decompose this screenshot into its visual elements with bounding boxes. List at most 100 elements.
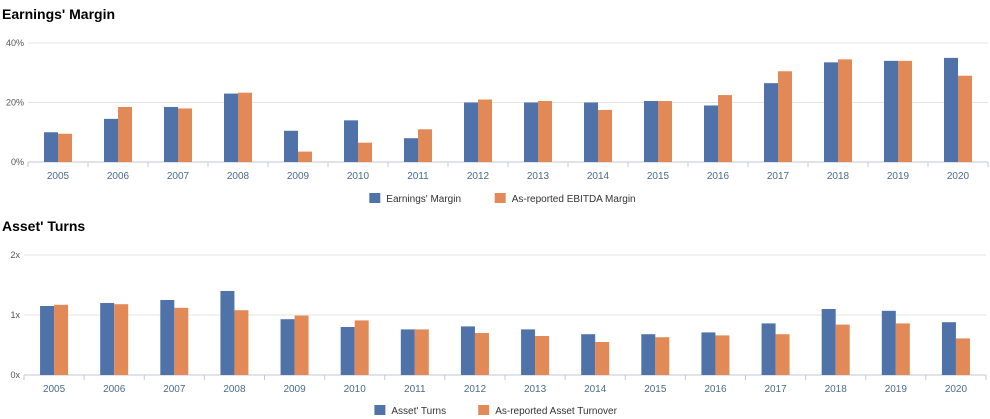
bar-series-2 xyxy=(54,304,69,375)
x-tick-label: 2013 xyxy=(527,171,550,182)
bar-series-1 xyxy=(44,132,58,162)
bar-series-1 xyxy=(464,102,478,162)
bar-series-1 xyxy=(400,329,415,375)
bar-series-1 xyxy=(821,309,836,375)
bar-series-2 xyxy=(598,109,612,162)
bar-series-2 xyxy=(174,307,189,375)
bar-series-1 xyxy=(584,102,598,162)
x-tick-label: 2019 xyxy=(887,171,910,182)
bar-series-1 xyxy=(941,322,956,375)
x-tick-label: 2008 xyxy=(227,171,250,182)
bar-series-2 xyxy=(778,71,792,162)
bar-series-1 xyxy=(524,102,538,162)
bar-series-1 xyxy=(881,310,896,375)
bar-series-1 xyxy=(104,118,118,162)
bar-series-2 xyxy=(474,333,489,375)
bar-series-1 xyxy=(764,83,778,162)
x-tick-label: 2020 xyxy=(947,171,970,182)
bar-series-1 xyxy=(581,334,596,375)
bar-series-2 xyxy=(414,329,429,375)
y-tick-label: 40% xyxy=(6,38,24,48)
x-tick-label: 2009 xyxy=(287,171,310,182)
legend-label: Asset' Turns xyxy=(391,406,446,417)
bar-series-2 xyxy=(294,315,309,375)
legend-swatch xyxy=(369,193,381,203)
bar-series-2 xyxy=(354,320,369,375)
x-tick-label: 2006 xyxy=(103,384,126,395)
bar-series-2 xyxy=(895,323,910,375)
bar-series-2 xyxy=(955,338,970,375)
x-tick-label: 2013 xyxy=(524,384,547,395)
x-tick-label: 2020 xyxy=(945,384,968,395)
bar-series-1 xyxy=(641,334,656,375)
x-tick-label: 2014 xyxy=(587,171,610,182)
x-tick-label: 2016 xyxy=(707,171,730,182)
bar-series-2 xyxy=(718,95,732,162)
bar-series-2 xyxy=(178,108,192,162)
x-tick-label: 2009 xyxy=(283,384,306,395)
bar-series-1 xyxy=(701,332,716,375)
bar-series-2 xyxy=(715,335,730,375)
y-tick-label: 20% xyxy=(6,98,24,108)
x-tick-label: 2010 xyxy=(347,171,370,182)
bar-series-1 xyxy=(944,57,958,162)
bar-series-1 xyxy=(824,62,838,162)
bar-series-2 xyxy=(655,337,670,375)
bar-series-2 xyxy=(538,101,552,162)
bar-series-2 xyxy=(114,304,129,375)
asset-turns-chart-title: Asset' Turns xyxy=(2,218,86,234)
bar-series-1 xyxy=(404,138,418,162)
x-tick-label: 2015 xyxy=(647,171,670,182)
bar-series-1 xyxy=(521,329,536,375)
x-tick-label: 2006 xyxy=(107,171,130,182)
bar-series-2 xyxy=(658,101,672,162)
asset-turns-chart: 0x 1x 2x 2005 2006 2007 2008 2009 2010 2011 2012 20… xyxy=(10,250,987,417)
bar-series-1 xyxy=(644,101,658,162)
x-tick-label: 2012 xyxy=(464,384,487,395)
x-tick-label: 2007 xyxy=(163,384,186,395)
bar-series-2 xyxy=(58,133,72,162)
bar-series-2 xyxy=(118,106,132,162)
bar-series-2 xyxy=(595,342,610,375)
bar-series-2 xyxy=(835,324,850,375)
bar-series-2 xyxy=(298,151,312,162)
bar-series-1 xyxy=(884,60,898,162)
bar-series-1 xyxy=(160,300,175,375)
x-tick-label: 2010 xyxy=(344,384,367,395)
legend-label: As-reported EBITDA Margin xyxy=(512,194,636,205)
y-tick-label: 0% xyxy=(11,157,24,167)
bar-series-1 xyxy=(761,323,776,375)
bar-series-1 xyxy=(220,291,235,375)
legend-swatch xyxy=(478,405,490,415)
x-tick-label: 2018 xyxy=(827,171,850,182)
bar-series-1 xyxy=(100,303,115,375)
earnings-margin-chart: 0% 20% 40% 2005 2006 2007 2008 2009 2010 2011 2012… xyxy=(6,38,989,205)
bar-series-2 xyxy=(234,310,249,375)
x-tick-label: 2005 xyxy=(43,384,66,395)
bar-series-1 xyxy=(40,306,55,375)
x-tick-label: 2011 xyxy=(407,171,429,182)
y-tick-label: 1x xyxy=(10,310,20,320)
legend-swatch xyxy=(374,405,386,415)
bar-series-2 xyxy=(775,334,790,375)
bar-series-2 xyxy=(838,59,852,162)
x-tick-label: 2017 xyxy=(767,171,790,182)
x-tick-label: 2008 xyxy=(223,384,246,395)
bar-series-1 xyxy=(704,105,718,162)
x-tick-label: 2012 xyxy=(467,171,490,182)
x-tick-label: 2005 xyxy=(47,171,70,182)
x-tick-label: 2018 xyxy=(825,384,848,395)
x-tick-label: 2007 xyxy=(167,171,190,182)
bar-series-1 xyxy=(344,120,358,162)
x-tick-label: 2017 xyxy=(764,384,787,395)
bar-series-1 xyxy=(280,319,295,375)
x-tick-label: 2016 xyxy=(704,384,727,395)
x-tick-label: 2011 xyxy=(404,384,426,395)
bar-series-1 xyxy=(460,326,475,375)
earnings-margin-chart-title: Earnings' Margin xyxy=(2,6,116,22)
bar-series-1 xyxy=(224,93,238,162)
legend-label: As-reported Asset Turnover xyxy=(495,406,617,417)
bar-series-1 xyxy=(340,327,355,375)
legend-swatch xyxy=(494,193,506,203)
legend-label: Earnings' Margin xyxy=(386,194,461,205)
